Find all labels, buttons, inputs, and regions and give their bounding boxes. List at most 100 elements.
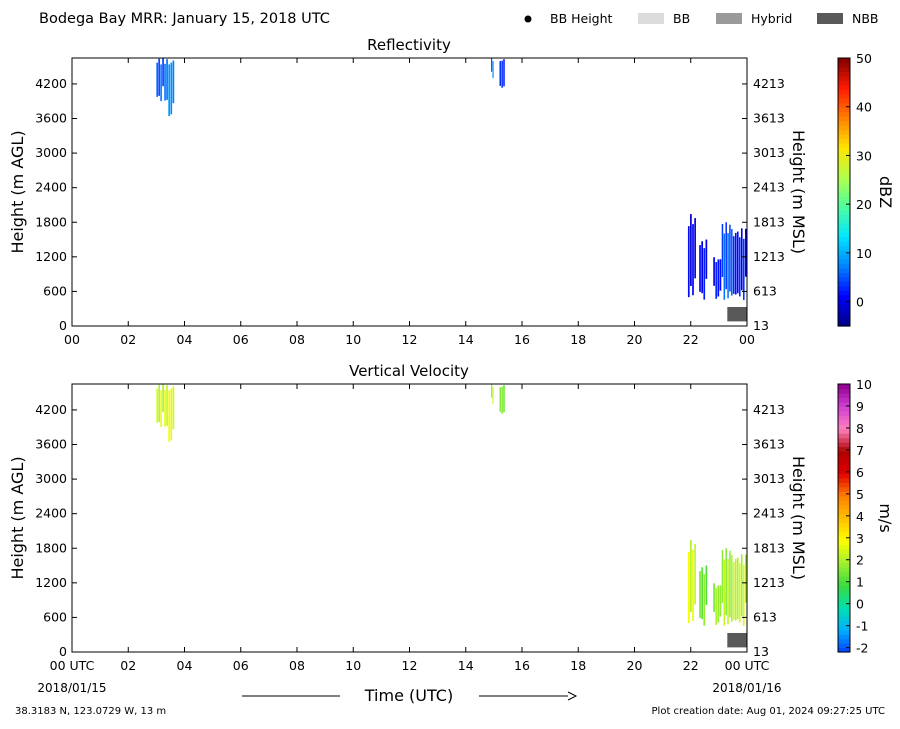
colorbar-tick-label: 2 (856, 553, 864, 568)
echo-region (687, 214, 696, 298)
vertical-velocity-colorbar: -2 -1 0 1 2 3 4 5 6 7 8 9 10 (837, 377, 872, 656)
x-axis-label: Time (UTC) (364, 686, 453, 705)
y-tick-label-left: 600 (43, 283, 67, 298)
colorbar-segment (838, 196, 850, 202)
colorbar-segment (838, 183, 850, 189)
y-tick-label-left: 3000 (35, 145, 67, 160)
echo-column (172, 60, 175, 104)
x-tick-label: 10 (345, 332, 361, 347)
figure-title: Bodega Bay MRR: January 15, 2018 UTC (39, 11, 330, 27)
colorbar-segment (838, 147, 850, 153)
legend-label-bb-height: BB Height (550, 11, 613, 26)
y-tick-label-right: 613 (753, 283, 777, 298)
echo-column (692, 550, 694, 622)
y-tick-label-left: 1800 (35, 540, 67, 555)
colorbar-segment (838, 102, 850, 108)
colorbar-tick-label: 6 (856, 465, 864, 480)
echo-column (690, 214, 692, 286)
echo-column (713, 583, 715, 612)
colorbar-segment (838, 580, 850, 586)
echo-column (501, 386, 503, 414)
colorbar-tick-label: -2 (856, 641, 868, 656)
colorbar-segment (838, 294, 850, 300)
x-tick-label: 00 (739, 332, 755, 347)
y-tick-label-left: 1200 (35, 249, 67, 264)
x-tick-label: 08 (289, 332, 305, 347)
echo-region (156, 384, 166, 428)
colorbar-segment (838, 227, 850, 233)
echo-region (166, 59, 175, 116)
y-tick-label-right: 3013 (753, 471, 785, 486)
colorbar-segment (838, 392, 850, 398)
x-tick-label: 16 (514, 332, 530, 347)
x-tick-label: 20 (627, 332, 643, 347)
echo-column (158, 58, 160, 96)
colorbar-segment (838, 107, 850, 113)
y-axis-label-left: Height (m AGL) (8, 456, 27, 579)
echo-column (168, 64, 171, 116)
echo-column (744, 228, 747, 277)
colorbar-segment (838, 209, 850, 215)
colorbar-segment (838, 245, 850, 251)
y-tick-label-right: 3613 (753, 111, 785, 126)
echo-column (740, 228, 743, 291)
echo-column (721, 550, 724, 604)
colorbar-tick-label: 4 (856, 509, 864, 524)
end-date-label: 2018/01/16 (712, 681, 781, 695)
colorbar-segment (838, 522, 850, 528)
colorbar-segment (838, 589, 850, 595)
echo-column (491, 384, 493, 398)
colorbar-segment (838, 535, 850, 541)
colorbar-tick-label: 5 (856, 487, 864, 502)
colorbar-segment (838, 214, 850, 220)
colorbar-segment (838, 518, 850, 524)
x-tick-label: 20 (627, 658, 643, 673)
colorbar-segment (838, 111, 850, 117)
y-tick-label-right: 4213 (753, 76, 785, 91)
echo-column (738, 237, 741, 297)
y-tick-label-left: 3600 (35, 437, 67, 452)
echo-column (499, 387, 501, 412)
colorbar-frame (837, 383, 851, 653)
echo-column (744, 554, 747, 603)
reflectivity-panel: Reflectivity Height (m AGL) Height (m MS… (8, 36, 895, 347)
colorbar-segment (838, 451, 850, 457)
colorbar-tick-label: 0 (856, 597, 864, 612)
vertical-velocity-panel: Vertical Velocity Height (m AGL) Height … (8, 362, 895, 673)
x-tick-label: 12 (402, 658, 418, 673)
y-tick-label-right: 3613 (753, 437, 785, 452)
echo-column (170, 388, 173, 441)
colorbar-segment (838, 120, 850, 126)
colorbar-segment (838, 419, 850, 425)
x-tick-label: 16 (514, 658, 530, 673)
echo-column (499, 61, 501, 86)
echo-region (713, 583, 722, 625)
colorbar-segment (838, 468, 850, 474)
echo-column (501, 60, 503, 88)
colorbar-segment (838, 598, 850, 604)
colorbar-segment (838, 93, 850, 99)
echo-column (692, 224, 694, 296)
echo-column (715, 588, 718, 625)
echo-column (172, 386, 175, 430)
colorbar-segment (838, 290, 850, 296)
colorbar-segment (838, 455, 850, 461)
colorbar-segment (838, 602, 850, 608)
colorbar-segment (838, 129, 850, 135)
y-tick-label-left: 3000 (35, 471, 67, 486)
echo-region (732, 554, 747, 627)
colorbar-tick-label: 3 (856, 531, 864, 546)
echo-column (162, 58, 164, 87)
y-tick-label-right: 13 (753, 644, 769, 659)
colorbar-segment (838, 84, 850, 90)
colorbar-segment (838, 638, 850, 644)
colorbar-segment (838, 567, 850, 573)
y-tick-label-left: 2400 (35, 506, 67, 521)
echo-column (492, 387, 494, 405)
colorbar-segment (838, 66, 850, 72)
colorbar-segment (838, 491, 850, 497)
colorbar-segment (838, 151, 850, 157)
colorbar-segment (838, 200, 850, 206)
colorbar-segment (838, 415, 850, 421)
